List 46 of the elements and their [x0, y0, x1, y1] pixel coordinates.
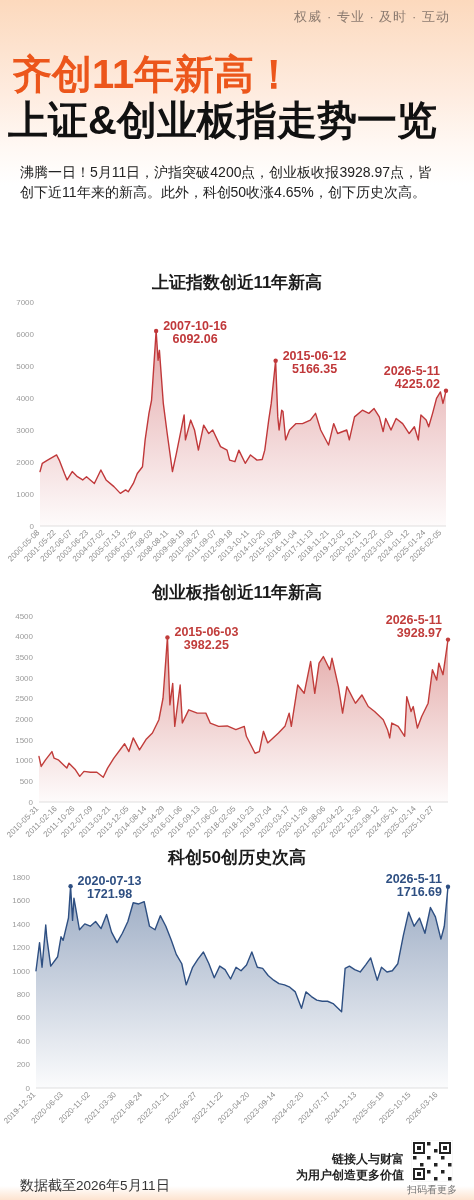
annotation: 2015-06-12 5166.35	[282, 348, 347, 376]
y-tick-label: 4000	[15, 632, 34, 642]
y-tick-label: 800	[16, 990, 31, 1000]
y-tick-label: 1600	[12, 896, 31, 906]
annotation: 2026-5-11 4225.02	[383, 363, 441, 391]
text: 数据截至2026年5月11日	[20, 1178, 170, 1194]
y-tick-label: 1000	[16, 489, 35, 499]
chart-title: 创业板指创近11年新高	[150, 583, 323, 602]
text: 沸腾一日！5月11日，沪指突破4200点，创业板收报3928.97点，皆创下近11年来的新高。此外，科创50收涨4.65%，创下历史次高。	[20, 163, 434, 202]
y-tick-label: 1500	[15, 735, 34, 745]
annotation: 2020-07-13 1721.98	[77, 874, 142, 902]
y-tick-label: 4500	[15, 611, 34, 621]
y-tick-label: 3000	[16, 425, 35, 435]
y-tick-label: 400	[16, 1036, 31, 1046]
y-tick-label: 7000	[16, 297, 35, 307]
text: 为用户创造更多价值	[296, 1168, 404, 1182]
y-tick-label: 1400	[12, 919, 31, 929]
y-tick-label: 1200	[12, 943, 31, 953]
y-tick-label: 3000	[15, 673, 34, 683]
y-tick-label: 0	[29, 521, 35, 531]
annotation: 2026-5-11 3928.97	[385, 612, 443, 640]
y-tick-label: 2000	[16, 457, 35, 467]
y-tick-label: 5000	[16, 361, 35, 371]
chart-title: 科创50创历史次高	[167, 848, 306, 867]
y-tick-label: 0	[28, 797, 34, 807]
text: 权威 · 专业 · 及时 · 互动	[294, 9, 450, 25]
y-tick-label: 6000	[16, 329, 35, 339]
y-tick-label: 600	[16, 1013, 31, 1023]
y-tick-label: 4000	[16, 393, 35, 403]
y-tick-label: 3500	[15, 653, 34, 663]
y-tick-label: 1800	[12, 872, 31, 882]
y-tick-label: 2500	[15, 694, 34, 704]
y-tick-label: 0	[25, 1083, 31, 1093]
y-tick-label: 2000	[15, 715, 34, 725]
y-tick-label: 200	[16, 1060, 31, 1070]
y-tick-label: 1000	[12, 966, 31, 976]
chart-title: 上证指数创近11年新高	[150, 273, 323, 292]
text: 上证&创业板指走势一览	[8, 98, 437, 142]
text: 齐创11年新高！	[12, 52, 295, 96]
y-tick-label: 1000	[15, 756, 34, 766]
annotation: 2026-5-11 1716.69	[385, 872, 443, 899]
annotation: 2007-10-16 6092.06	[163, 319, 228, 347]
text: 链接人与财富	[332, 1152, 404, 1166]
text: 扫码看更多	[406, 1184, 458, 1195]
annotation: 2015-06-03 3982.25	[174, 625, 239, 653]
y-tick-label: 500	[19, 777, 34, 787]
